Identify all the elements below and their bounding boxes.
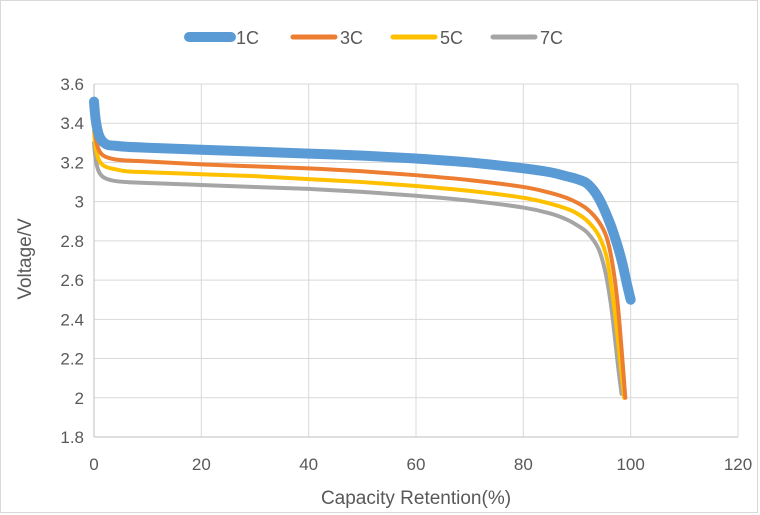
legend: 1C 3C 5C 7C [184,28,563,48]
series-line-5c [92,129,627,400]
x-tick-label: 60 [407,455,426,474]
x-tick-label: 100 [616,455,644,474]
legend-item-5c: 5C [390,28,463,48]
x-tick-label: 80 [514,455,533,474]
y-tick-label: 2.4 [60,310,84,329]
legend-label: 1C [236,28,259,48]
legend-label: 7C [540,28,563,48]
y-tick-label: 3.2 [60,153,84,172]
y-tick-label: 3.6 [60,75,84,94]
x-tick-label: 120 [724,455,752,474]
y-tick-label: 2.2 [60,350,84,369]
x-tick-label: 0 [89,455,98,474]
series-line-3c [92,117,628,400]
x-tick-label: 40 [299,455,318,474]
gridlines [94,83,739,437]
y-tick-label: 3.4 [60,114,84,133]
y-tick-label: 3 [75,193,84,212]
y-tick-label: 2.8 [60,232,84,251]
legend-item-1c: 1C [184,28,259,48]
y-axis-title: Voltage/V [15,218,36,300]
legend-label: 5C [440,28,463,48]
legend-item-3c: 3C [290,28,363,48]
legend-item-7c: 7C [490,28,563,48]
y-tick-label: 2.6 [60,271,84,290]
tick-labels: 1.8 2 2.2 2.4 2.6 2.8 3 3.2 3.4 3.6 0 20 40 60 80 100 12… [60,75,752,474]
legend-label: 3C [340,28,363,48]
series-lines [89,96,636,400]
series-line-7c [92,140,624,396]
series-line-1c [89,96,636,305]
y-tick-label: 2 [75,389,84,408]
x-axis-title: Capacity Retention(%) [321,488,511,509]
y-tick-label: 1.8 [60,428,84,447]
x-tick-label: 20 [192,455,211,474]
